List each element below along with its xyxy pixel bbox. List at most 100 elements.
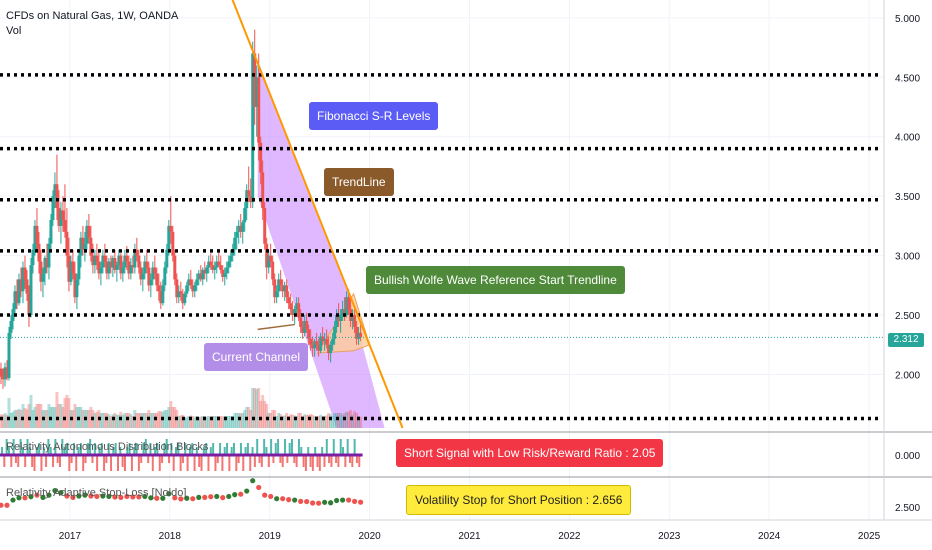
candle-body [95, 255, 99, 262]
volume-bar [33, 407, 37, 428]
candle-body [197, 273, 201, 280]
volume-bar [107, 414, 111, 428]
distribution-block [68, 455, 71, 471]
candle-body [177, 291, 181, 298]
stop-loss-dot [178, 496, 184, 502]
distribution-block [207, 455, 210, 471]
stop-loss-dot [304, 498, 310, 505]
volume-bar [155, 413, 159, 428]
volume-bar [207, 416, 211, 428]
price-tick-label: 3.500 [895, 192, 920, 203]
candle-body [101, 255, 105, 268]
volume-bar [261, 395, 265, 428]
distribution-block [121, 455, 124, 467]
time-tick-label: 2022 [558, 531, 581, 542]
symbol-title: CFDs on Natural Gas, 1W, OANDA [6, 10, 179, 22]
candle-body [167, 225, 171, 250]
candle-body [261, 172, 265, 209]
candle-body [11, 309, 15, 321]
distribution-block [290, 439, 293, 455]
distribution-block [351, 455, 354, 467]
candle-body [157, 285, 161, 292]
distribution-block [77, 447, 80, 455]
distribution-block [31, 455, 34, 467]
volume-bar [307, 414, 311, 428]
candle-body [257, 77, 261, 143]
volume-bar [0, 414, 3, 428]
stop-loss-dot [226, 493, 232, 500]
candle-body [33, 225, 37, 250]
distribution-block [246, 443, 249, 455]
distribution-block [270, 439, 273, 455]
volume-bar [287, 416, 291, 428]
volume-bar [103, 413, 107, 428]
distribution-block [295, 455, 298, 467]
distribution-block [100, 443, 103, 455]
volume-bar [195, 416, 199, 428]
candle-body [103, 255, 107, 262]
volume-bar [61, 407, 65, 428]
distribution-block [337, 455, 340, 467]
candle-body [75, 279, 79, 298]
volume-bar [47, 404, 51, 428]
distribution-block [116, 455, 119, 471]
candle-body [267, 255, 271, 268]
distribution-block [355, 455, 358, 463]
candle-body [347, 297, 351, 310]
distribution-block [142, 443, 145, 455]
volume-bar [39, 404, 43, 428]
distribution-block [96, 455, 99, 471]
candle-body [265, 243, 269, 268]
candle-body [259, 142, 263, 173]
candle-body [293, 309, 297, 316]
volume-bar [343, 413, 347, 428]
stop-loss-dot [130, 494, 136, 500]
candle-body [185, 285, 189, 294]
candle-body [123, 255, 127, 268]
volume-bar [165, 410, 169, 428]
candle-body [207, 261, 211, 268]
volume-bar [329, 414, 333, 428]
distribution-block [314, 447, 317, 455]
distribution-block [19, 439, 22, 455]
candle-body [139, 267, 143, 280]
stop-loss-dot [357, 499, 364, 505]
distribution-block [205, 443, 208, 455]
volume-bar [137, 413, 141, 428]
distribution-block [133, 447, 136, 455]
volume-bar [183, 417, 187, 428]
candle-body [291, 309, 295, 316]
distribution-block [84, 455, 87, 463]
stop-loss-dot [286, 497, 292, 503]
time-tick-label: 2021 [458, 531, 481, 542]
candle-body [9, 321, 13, 333]
fib-callout: Fibonacci S-R Levels [309, 102, 439, 130]
distribution-block [177, 443, 180, 455]
stop-loss-dot [190, 496, 196, 502]
volume-bar [297, 413, 301, 428]
volume-bar [99, 413, 103, 428]
stop-loss-dot [310, 500, 316, 506]
stop-loss-dot [250, 478, 256, 484]
candle-body [125, 255, 129, 262]
candle-body [289, 303, 293, 310]
volume-bar [269, 413, 273, 428]
distribution-block [144, 439, 147, 455]
stop-loss-dot [142, 493, 148, 500]
distribution-block [10, 455, 13, 467]
stop-loss-dot [76, 493, 82, 499]
stop-loss-dot [94, 493, 100, 500]
distribution-block [223, 447, 226, 455]
distribution-block [98, 447, 101, 455]
candle-body [29, 265, 33, 316]
distribution-block [316, 455, 319, 467]
volume-bar [153, 413, 157, 428]
candle-body [83, 243, 87, 250]
distribution-block [158, 455, 161, 471]
volume-bar [193, 417, 197, 428]
volume-bar [353, 411, 357, 428]
volume-bar [237, 413, 241, 428]
candle-body [27, 293, 31, 316]
candle-body [191, 285, 195, 292]
candle-body [113, 257, 117, 270]
